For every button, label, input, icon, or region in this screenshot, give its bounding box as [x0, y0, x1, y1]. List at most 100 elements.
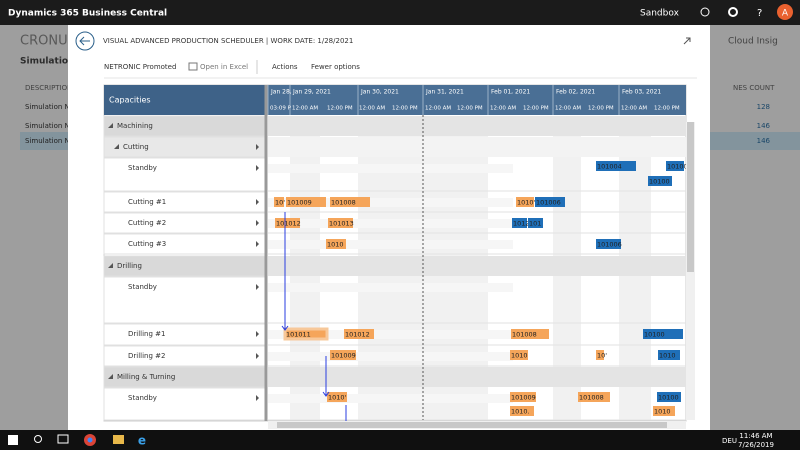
row-label[interactable]: Drilling — [117, 262, 142, 270]
task-bar[interactable] — [330, 197, 370, 207]
row-header[interactable] — [103, 387, 266, 421]
row-label[interactable]: Cutting #2 — [128, 219, 166, 227]
collapse-triangle[interactable] — [108, 374, 113, 379]
row-label[interactable]: Cutting #1 — [128, 198, 166, 206]
task-bar[interactable] — [328, 218, 353, 228]
expand-arrow[interactable] — [256, 220, 259, 226]
task-bar[interactable] — [653, 406, 675, 416]
task-label: 101008 — [331, 199, 356, 207]
count: 128 — [757, 103, 770, 111]
dialog-title: VISUAL ADVANCED PRODUCTION SCHEDULER | W… — [103, 37, 353, 45]
task-bar[interactable] — [283, 327, 329, 341]
task-bar[interactable] — [512, 218, 527, 228]
environment[interactable]: Sandbox — [640, 9, 680, 19]
avatar[interactable] — [777, 4, 793, 20]
edge-icon[interactable]: e — [138, 434, 146, 448]
expand-arrow[interactable] — [256, 395, 259, 401]
search-icon[interactable] — [700, 7, 710, 17]
expand-arrow[interactable] — [256, 284, 259, 290]
task-label: 1010 — [659, 352, 676, 360]
row-label[interactable]: Cutting — [123, 143, 149, 151]
task-bar[interactable] — [286, 197, 326, 207]
column-header: DESCRIPTION — [25, 84, 72, 92]
task-bar[interactable] — [274, 197, 284, 207]
toolbar-item[interactable]: Actions — [272, 63, 298, 71]
task-bar[interactable] — [648, 176, 672, 186]
task-bar[interactable] — [326, 239, 346, 249]
time-label: 12:00 AM — [359, 106, 385, 112]
task-bar[interactable] — [658, 350, 680, 360]
task-bar[interactable] — [275, 218, 300, 228]
collapse-triangle[interactable] — [108, 263, 113, 268]
collapse-triangle[interactable] — [114, 144, 119, 149]
row-label[interactable]: Drilling #1 — [128, 330, 165, 338]
list-row[interactable]: Simulation N — [25, 122, 70, 130]
task-bar[interactable] — [330, 350, 356, 360]
task-bar[interactable] — [327, 392, 347, 402]
expand-arrow[interactable] — [256, 165, 259, 171]
task-bar[interactable] — [535, 197, 565, 207]
task-bar[interactable] — [578, 392, 610, 402]
task-bar[interactable] — [643, 329, 683, 339]
search-button[interactable] — [34, 435, 42, 443]
row-label[interactable]: Drilling #2 — [128, 352, 165, 360]
collapse-icon[interactable] — [683, 37, 691, 45]
time-label: 12:00 PM — [392, 106, 418, 112]
row-label[interactable]: Standby — [128, 394, 157, 402]
task-bar[interactable] — [344, 329, 374, 339]
expand-arrow[interactable] — [256, 241, 259, 247]
task-bar[interactable] — [510, 406, 534, 416]
collapse-triangle[interactable] — [108, 123, 113, 128]
task-label: 101009 — [511, 394, 536, 402]
task-bar[interactable] — [596, 239, 621, 249]
row-label[interactable]: Standby — [128, 283, 157, 291]
task-label: 101008 — [579, 394, 604, 402]
toolbar-item[interactable]: NETRONIC Promoted — [104, 63, 176, 71]
task-bar[interactable] — [657, 392, 681, 402]
task-view[interactable] — [57, 434, 69, 444]
row-header[interactable] — [103, 157, 266, 192]
time-label: 12:00 AM — [555, 106, 581, 112]
task-bar[interactable] — [528, 218, 543, 228]
date-label: Jan 28, — [270, 89, 292, 96]
task-bar[interactable] — [596, 350, 604, 360]
task-label: 101006 — [597, 241, 622, 249]
row-label[interactable]: Cutting #3 — [128, 240, 166, 248]
back-button[interactable] — [75, 31, 95, 51]
start-button[interactable] — [8, 435, 18, 445]
task-bar[interactable] — [511, 329, 549, 339]
task-bar[interactable] — [516, 197, 534, 207]
row-label[interactable]: Machining — [117, 122, 153, 130]
list-row[interactable]: Simulation N — [25, 137, 70, 145]
expand-arrow[interactable] — [256, 144, 259, 150]
expand-arrow[interactable] — [256, 353, 259, 359]
time-label: 12:00 PM — [457, 106, 483, 112]
help-icon[interactable]: ? — [757, 8, 762, 19]
task-bar[interactable] — [596, 161, 636, 171]
language[interactable]: DEU — [722, 437, 737, 445]
clock-date[interactable]: 7/26/2019 — [738, 441, 774, 449]
time-label: 03:09 P — [270, 106, 292, 112]
settings-icon[interactable] — [728, 7, 738, 17]
v-scroll-thumb[interactable] — [687, 122, 694, 272]
task-bar[interactable] — [510, 392, 536, 402]
expand-arrow[interactable] — [256, 199, 259, 205]
date-label: Jan 31, 2021 — [425, 89, 464, 96]
task-bar[interactable] — [666, 161, 684, 171]
task-label: 1010 — [327, 241, 344, 249]
track — [268, 219, 513, 228]
toolbar-item[interactable]: Open in Excel — [200, 63, 248, 71]
row-header[interactable] — [103, 276, 266, 324]
task-bar[interactable] — [510, 350, 528, 360]
task-label: 101012 — [345, 331, 370, 339]
h-scroll-thumb[interactable] — [277, 422, 667, 428]
list-row[interactable]: Simulation N — [25, 103, 70, 111]
expand-arrow[interactable] — [256, 331, 259, 337]
toolbar-item[interactable]: Fewer options — [311, 63, 360, 71]
chrome-center — [87, 437, 93, 443]
row-label[interactable]: Milling & Turning — [117, 373, 175, 381]
clock-time[interactable]: 11:46 AM — [739, 432, 772, 440]
row-label[interactable]: Standby — [128, 164, 157, 172]
explorer-icon[interactable] — [113, 435, 124, 444]
